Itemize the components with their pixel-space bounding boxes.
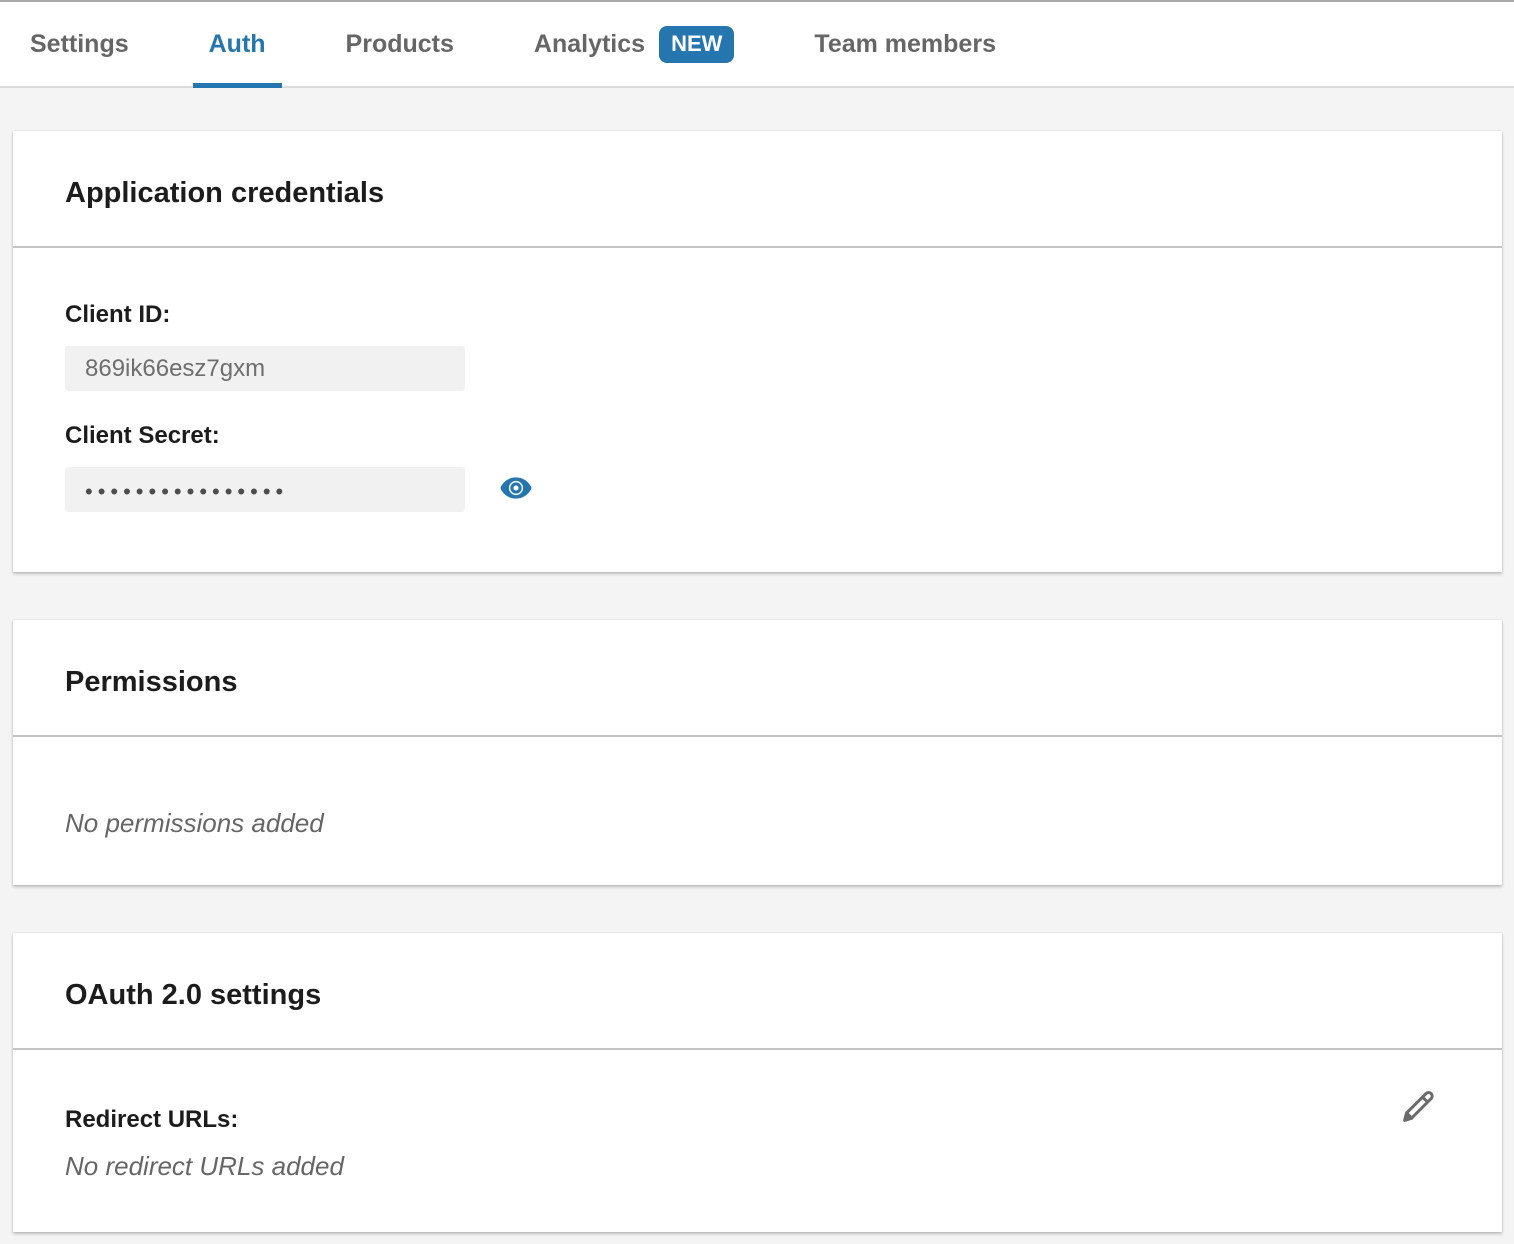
tab-settings[interactable]: Settings — [14, 2, 145, 86]
application-credentials-title: Application credentials — [65, 177, 385, 209]
client-id-field: Client ID: 869ik66esz7gxm — [65, 300, 1450, 391]
application-credentials-body: Client ID: 869ik66esz7gxm Client Secret:… — [13, 248, 1502, 572]
permissions-header: Permissions — [13, 620, 1502, 737]
oauth-settings-header: OAuth 2.0 settings — [13, 933, 1502, 1050]
client-secret-field: Client Secret: •••••••••••••••• — [65, 421, 1450, 512]
application-credentials-card: Application credentials Client ID: 869ik… — [13, 131, 1502, 572]
permissions-card: Permissions No permissions added — [13, 620, 1502, 885]
permissions-body: No permissions added — [13, 737, 1502, 885]
auth-settings-page: Application credentials Client ID: 869ik… — [0, 88, 1514, 1232]
tab-team-members[interactable]: Team members — [798, 2, 1012, 86]
edit-redirect-urls-button[interactable] — [1396, 1086, 1440, 1130]
new-badge: NEW — [659, 25, 735, 63]
client-secret-value: •••••••••••••••• — [65, 467, 465, 512]
permissions-title: Permissions — [65, 666, 238, 698]
tab-settings-label: Settings — [30, 29, 129, 58]
oauth-settings-title: OAuth 2.0 settings — [65, 979, 322, 1011]
redirect-urls-label: Redirect URLs: — [65, 1106, 239, 1133]
client-id-label: Client ID: — [65, 301, 171, 328]
eye-icon — [499, 471, 533, 508]
tab-auth[interactable]: Auth — [192, 2, 282, 88]
tab-products[interactable]: Products — [330, 2, 470, 86]
client-id-value: 869ik66esz7gxm — [65, 346, 465, 391]
oauth-settings-body: Redirect URLs: No redirect URLs added — [13, 1050, 1502, 1232]
application-credentials-header: Application credentials — [13, 131, 1502, 248]
client-secret-label: Client Secret: — [65, 422, 220, 449]
tab-team-members-label: Team members — [814, 29, 996, 58]
tab-auth-label: Auth — [208, 29, 266, 58]
reveal-secret-button[interactable] — [497, 471, 535, 509]
pencil-icon — [1397, 1091, 1439, 1131]
permissions-empty-text: No permissions added — [65, 808, 324, 838]
redirect-urls-empty-text: No redirect URLs added — [65, 1151, 344, 1181]
app-tab-bar: Settings Auth Products Analytics NEW Tea… — [0, 0, 1514, 88]
oauth-settings-card: OAuth 2.0 settings Redirect URLs: No red… — [13, 933, 1502, 1232]
tab-analytics-label: Analytics — [533, 29, 646, 58]
tab-products-label: Products — [345, 29, 454, 58]
tab-analytics[interactable]: Analytics NEW — [518, 2, 751, 86]
